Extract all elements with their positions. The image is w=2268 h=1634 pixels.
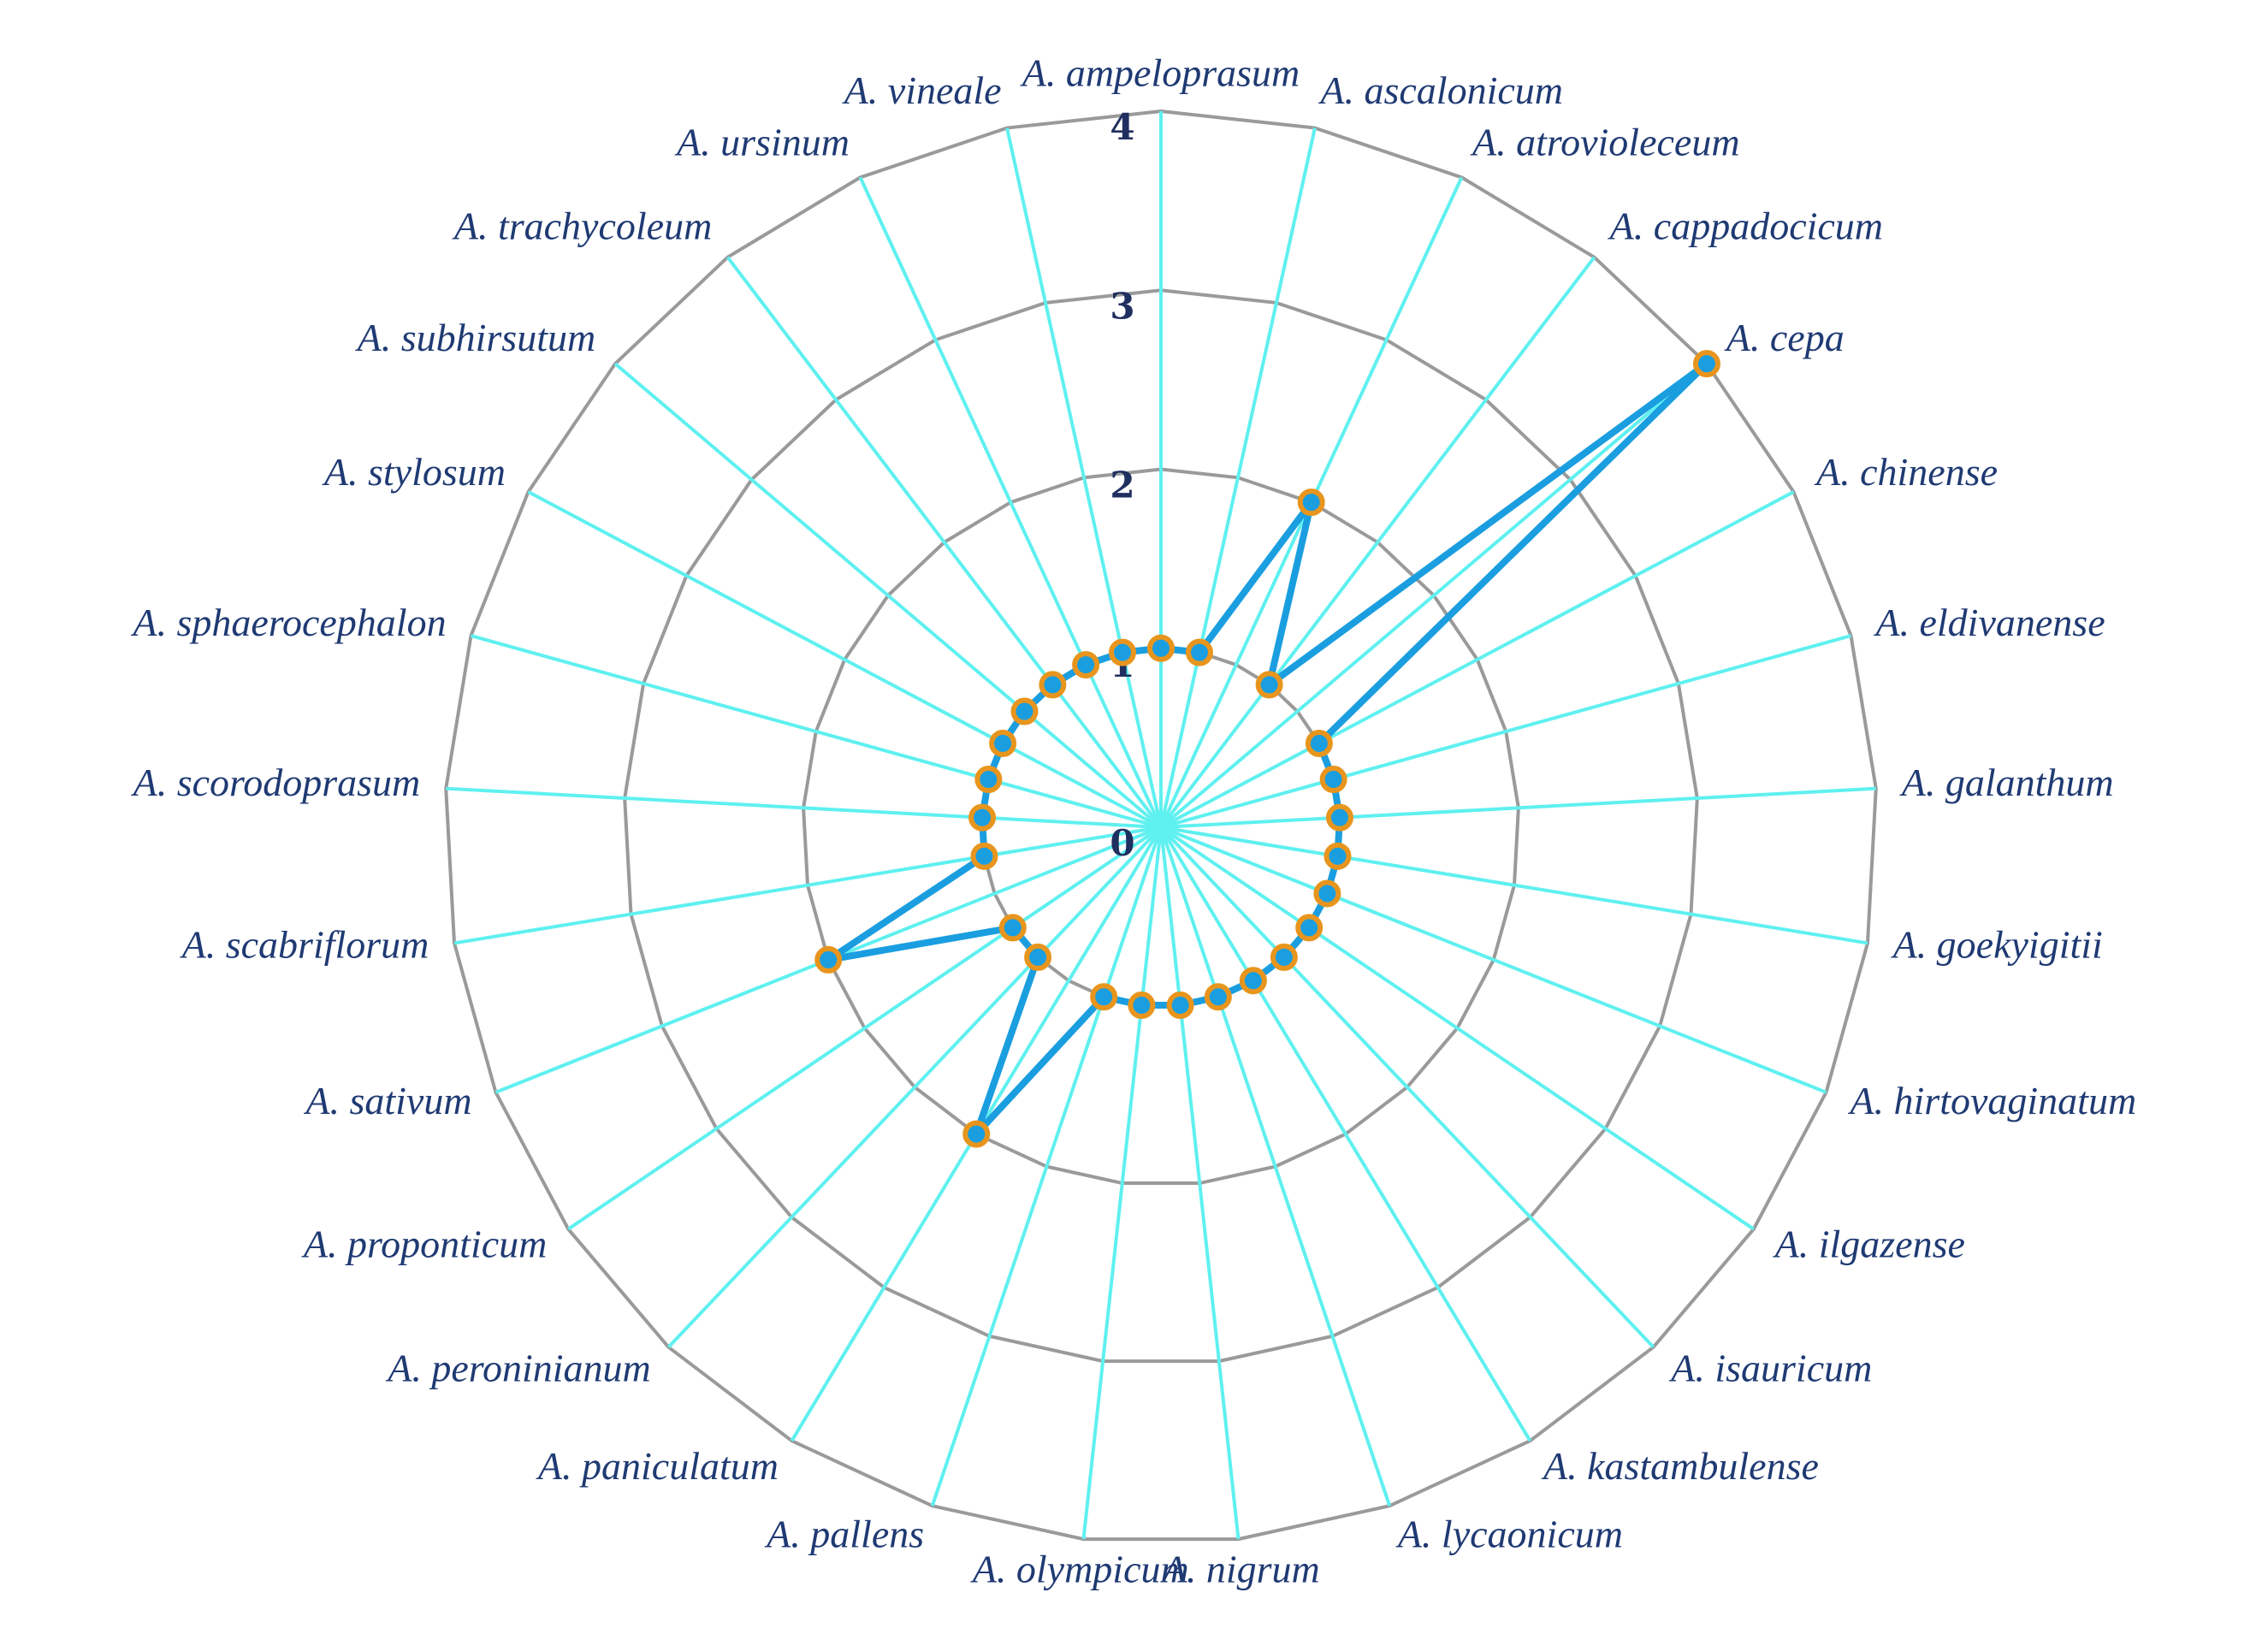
spoke bbox=[1159, 826, 1532, 1442]
spoke bbox=[930, 826, 1163, 1507]
grid-ring bbox=[623, 288, 1699, 1364]
spoke bbox=[567, 826, 1163, 1231]
category-label: A. scorodoprasum bbox=[131, 761, 421, 804]
grid-ring bbox=[802, 467, 1520, 1186]
spoke bbox=[1160, 826, 1868, 945]
data-point bbox=[989, 729, 1017, 757]
data-point bbox=[1239, 967, 1267, 995]
data-point bbox=[1128, 992, 1156, 1020]
data-point bbox=[1692, 350, 1720, 378]
category-label: A. ursinum bbox=[674, 121, 850, 164]
data-point bbox=[814, 945, 843, 974]
category-label: A. paniculatum bbox=[536, 1444, 779, 1488]
spoke bbox=[1160, 634, 1852, 829]
data-point bbox=[1295, 914, 1323, 942]
category-label: A. galanthum bbox=[1899, 761, 2114, 804]
spoke bbox=[1005, 127, 1163, 828]
data-point bbox=[1166, 992, 1194, 1020]
spoke bbox=[446, 786, 1162, 829]
category-label: A. eldivanense bbox=[1873, 601, 2105, 644]
data-point bbox=[970, 842, 998, 870]
data-point bbox=[1255, 671, 1283, 699]
spoke bbox=[1081, 826, 1163, 1540]
r-tick-label: 0 bbox=[1110, 822, 1134, 864]
category-label: A. stylosum bbox=[322, 450, 506, 494]
spoke bbox=[1160, 826, 1827, 1094]
data-point bbox=[1305, 729, 1333, 757]
category-label: A. proponticum bbox=[301, 1223, 548, 1266]
spoke bbox=[470, 634, 1162, 829]
category-label: A. cepa bbox=[1724, 316, 1845, 359]
category-label: A. ampeloprasum bbox=[1020, 51, 1300, 95]
category-label: A. ilgazense bbox=[1773, 1223, 1965, 1266]
category-label: A. chinense bbox=[1814, 450, 1998, 494]
r-tick-label: 3 bbox=[1110, 285, 1134, 327]
data-point bbox=[1109, 638, 1137, 666]
data-point bbox=[1313, 879, 1341, 908]
category-label: A. goekyigitii bbox=[1891, 922, 2103, 966]
category-label: A. isauricum bbox=[1668, 1346, 1872, 1389]
data-point bbox=[1185, 638, 1213, 666]
spoke bbox=[1159, 127, 1317, 828]
category-label: A. trachycoleum bbox=[452, 204, 712, 247]
spoke bbox=[1159, 826, 1755, 1231]
category-label: A. vineale bbox=[842, 68, 1002, 112]
category-label: A. atrovioleceum bbox=[1470, 121, 1740, 164]
spoke bbox=[858, 176, 1163, 828]
category-label: A. pallens bbox=[764, 1513, 924, 1556]
data-point bbox=[974, 766, 1003, 794]
data-point bbox=[1090, 983, 1118, 1011]
data-point bbox=[1270, 943, 1298, 971]
spoke bbox=[725, 256, 1163, 829]
r-tick-label: 2 bbox=[1110, 465, 1134, 506]
category-label: A. hirtovaginatum bbox=[1847, 1079, 2136, 1122]
grid-ring bbox=[444, 109, 1878, 1542]
category-label: A. sphaerocephalon bbox=[130, 601, 446, 644]
category-label: A. peroninianum bbox=[385, 1346, 651, 1389]
data-point bbox=[968, 803, 997, 832]
data-point bbox=[1297, 488, 1325, 517]
spoke bbox=[1159, 826, 1655, 1349]
spoke bbox=[527, 490, 1162, 829]
category-label: A. olympicum bbox=[970, 1547, 1189, 1590]
r-tick-label: 4 bbox=[1110, 106, 1134, 148]
data-point bbox=[998, 914, 1027, 942]
category-label: A. cappadocicum bbox=[1608, 204, 1883, 247]
data-point bbox=[1147, 634, 1175, 662]
category-label: A. nigrum bbox=[1160, 1547, 1320, 1590]
category-label: A. lycaonicum bbox=[1395, 1513, 1623, 1556]
spoke bbox=[1159, 256, 1596, 829]
category-label: A. subhirsutum bbox=[355, 316, 596, 359]
spoke bbox=[1160, 786, 1876, 829]
spoke bbox=[613, 362, 1163, 829]
data-line bbox=[825, 360, 1710, 1138]
data-point bbox=[1010, 697, 1039, 725]
spoke bbox=[666, 826, 1163, 1349]
spoke bbox=[1159, 826, 1241, 1540]
spoke bbox=[1159, 362, 1708, 829]
category-label: A. kastambulense bbox=[1541, 1444, 1819, 1488]
data-point bbox=[1072, 651, 1100, 679]
data-point bbox=[1204, 983, 1232, 1011]
data-point bbox=[1024, 943, 1052, 971]
spoke bbox=[1159, 826, 1392, 1507]
category-label: A. scabriflorum bbox=[180, 922, 429, 966]
spoke bbox=[1160, 490, 1795, 829]
category-label: A. ascalonicum bbox=[1318, 68, 1563, 112]
data-point bbox=[1325, 803, 1353, 832]
category-label: A. sativum bbox=[303, 1079, 471, 1122]
spoke bbox=[453, 826, 1162, 945]
data-point bbox=[962, 1120, 991, 1148]
data-point bbox=[1323, 842, 1352, 870]
data-point bbox=[1039, 671, 1067, 699]
data-point bbox=[1319, 766, 1347, 794]
